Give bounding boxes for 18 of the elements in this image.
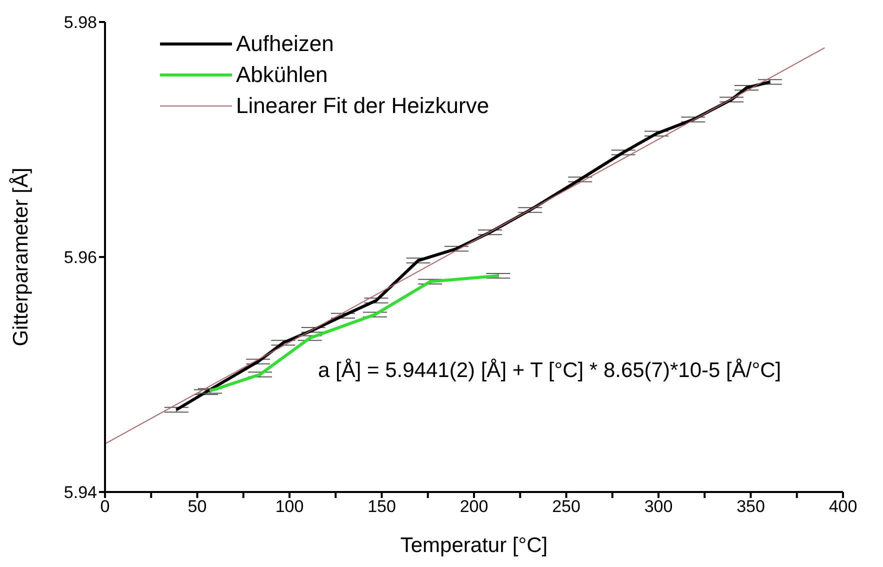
x-tick-label: 50 [188, 497, 207, 516]
x-tick-label: 250 [552, 497, 580, 516]
x-tick-label: 0 [100, 497, 110, 516]
x-tick-label: 150 [368, 497, 396, 516]
legend-label: Linearer Fit der Heizkurve [236, 92, 490, 118]
annotation: a [Å] = 5.9441(2) [Å] + T [°C] * 8.65(7)*10-5 [Å/°C] [318, 359, 782, 383]
y-tick-label: 5.96 [64, 248, 97, 268]
x-tick-label: 400 [828, 497, 858, 516]
x-tick-label: 300 [644, 497, 673, 516]
x-axis-title: Temperatur [°C] [400, 534, 548, 557]
legend-label: Aufheizen [236, 30, 334, 56]
y-tick-label: 5.94 [64, 483, 97, 502]
legend-label: Abkühlen [236, 62, 328, 88]
x-tick-label: 200 [460, 497, 488, 516]
y-tick-label: 5.98 [64, 13, 97, 32]
x-tick-label: 350 [736, 497, 765, 516]
y-axis-title: Gitterparameter [Å] [8, 168, 32, 346]
x-tick-label: 100 [275, 497, 304, 516]
